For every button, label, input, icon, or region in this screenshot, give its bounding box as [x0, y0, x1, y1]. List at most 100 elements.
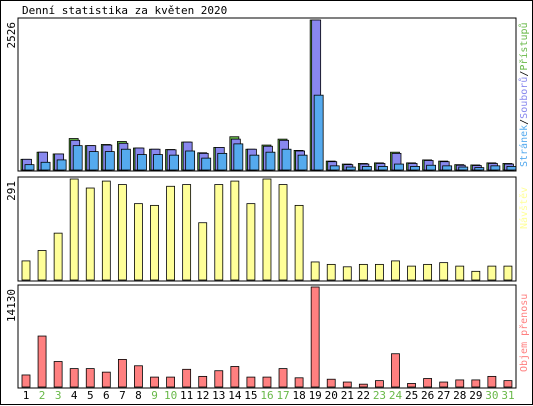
- day-label-27: 27: [437, 389, 450, 402]
- bar-pages-day-8: [137, 154, 147, 171]
- bar-pages-day-21: [345, 166, 356, 171]
- panel-border-1: [17, 17, 517, 172]
- bar-kbytes-day-22: [358, 383, 368, 388]
- legend-hits: Přístupů: [518, 22, 530, 70]
- bar-pages-day-12: [201, 157, 212, 171]
- bar-kbytes-day-3: [53, 361, 63, 388]
- bar-visits-day-19: [310, 261, 320, 281]
- bar-visits-day-5: [85, 187, 95, 281]
- day-label-19: 19: [309, 389, 322, 402]
- bar-visits-day-2: [37, 250, 47, 281]
- bar-visits-day-20: [326, 263, 336, 281]
- bar-pages-day-13: [217, 152, 228, 171]
- day-label-1: 1: [23, 389, 30, 402]
- bar-visits-day-8: [134, 203, 143, 281]
- bar-pages-day-29: [474, 167, 485, 171]
- bar-visits-day-6: [101, 180, 111, 281]
- day-label-14: 14: [228, 389, 242, 402]
- bar-visits-day-17: [278, 184, 288, 281]
- day-label-17: 17: [276, 389, 289, 402]
- day-label-26: 26: [421, 389, 434, 402]
- ymax-label-kbytes: 14130: [5, 289, 18, 322]
- bar-visits-day-7: [117, 184, 127, 281]
- day-label-13: 13: [212, 389, 225, 402]
- bar-pages-day-30: [490, 165, 501, 171]
- bar-kbytes-day-12: [198, 375, 208, 388]
- day-label-11: 11: [180, 389, 193, 402]
- bar-pages-day-11: [185, 150, 196, 171]
- chart-title: Denní statistika za květen 2020: [22, 4, 228, 17]
- bar-kbytes-day-23: [375, 380, 384, 388]
- bar-visits-day-23: [375, 263, 384, 281]
- day-label-23: 23: [373, 389, 386, 402]
- bar-visits-day-3: [53, 232, 63, 281]
- legend-separator-2: /: [519, 71, 530, 77]
- panel-border-2: [17, 176, 517, 282]
- day-label-20: 20: [325, 389, 338, 402]
- day-label-5: 5: [87, 389, 94, 402]
- bar-pages-day-15: [249, 154, 260, 171]
- day-label-9: 9: [151, 389, 158, 402]
- bar-kbytes-day-31: [503, 380, 513, 388]
- bar-kbytes-day-17: [278, 368, 288, 388]
- day-label-4: 4: [71, 389, 78, 402]
- bar-visits-day-4: [69, 178, 79, 281]
- day-label-24: 24: [389, 389, 403, 402]
- day-label-29: 29: [469, 389, 482, 402]
- bar-visits-day-25: [407, 265, 416, 281]
- bar-pages-day-26: [426, 164, 437, 171]
- bar-visits-day-1: [21, 260, 31, 281]
- day-label-7: 7: [119, 389, 126, 402]
- bar-visits-day-26: [423, 263, 433, 281]
- bar-pages-day-22: [361, 166, 372, 171]
- bar-kbytes-day-20: [326, 378, 336, 388]
- bar-pages-day-25: [410, 166, 420, 171]
- bar-kbytes-day-6: [101, 371, 111, 388]
- bar-pages-day-18: [297, 154, 308, 171]
- bar-visits-day-31: [503, 265, 513, 281]
- panel-border-3: [17, 284, 517, 389]
- bar-kbytes-day-26: [423, 378, 433, 388]
- bar-visits-day-11: [182, 184, 192, 281]
- bar-visits-day-21: [342, 266, 352, 281]
- bar-kbytes-day-10: [166, 376, 175, 388]
- bar-kbytes-day-18: [294, 377, 304, 388]
- bar-kbytes-day-16: [262, 376, 272, 388]
- bar-visits-day-27: [439, 262, 449, 281]
- legend-kbytes: Objem přenosu: [518, 294, 530, 372]
- bar-kbytes-day-28: [455, 379, 465, 388]
- day-label-22: 22: [357, 389, 370, 402]
- bar-pages-day-19: [313, 94, 324, 171]
- ymax-label-hits: 2526: [5, 22, 18, 49]
- legend-hits-files-pages: Stránek/Souborů/Přístupů: [518, 22, 530, 167]
- day-label-6: 6: [103, 389, 110, 402]
- day-label-2: 2: [39, 389, 46, 402]
- day-label-3: 3: [55, 389, 62, 402]
- bar-pages-day-27: [442, 165, 453, 171]
- bar-kbytes-day-19: [310, 286, 320, 388]
- bar-visits-day-22: [358, 263, 368, 281]
- bar-visits-day-28: [455, 265, 465, 281]
- bar-pages-day-4: [72, 145, 83, 171]
- bar-pages-day-16: [265, 151, 276, 171]
- bar-visits-day-14: [230, 180, 240, 281]
- bar-kbytes-day-15: [246, 376, 256, 388]
- bar-kbytes-day-27: [439, 381, 449, 388]
- bar-kbytes-day-30: [487, 375, 497, 388]
- day-label-10: 10: [164, 389, 177, 402]
- bar-pages-day-1: [24, 164, 35, 171]
- bar-kbytes-day-5: [85, 368, 95, 388]
- bar-pages-day-23: [378, 166, 388, 171]
- bar-visits-day-13: [214, 184, 224, 281]
- day-label-25: 25: [405, 389, 418, 402]
- bar-kbytes-day-9: [150, 376, 159, 388]
- bar-kbytes-day-11: [182, 368, 192, 388]
- bar-pages-day-10: [169, 154, 179, 171]
- bar-pages-day-9: [153, 154, 163, 171]
- bar-pages-day-6: [104, 151, 115, 171]
- day-label-18: 18: [293, 389, 306, 402]
- bar-visits-day-18: [294, 204, 304, 281]
- legend-visits: Návštěv: [518, 187, 530, 229]
- bar-kbytes-day-13: [214, 370, 224, 388]
